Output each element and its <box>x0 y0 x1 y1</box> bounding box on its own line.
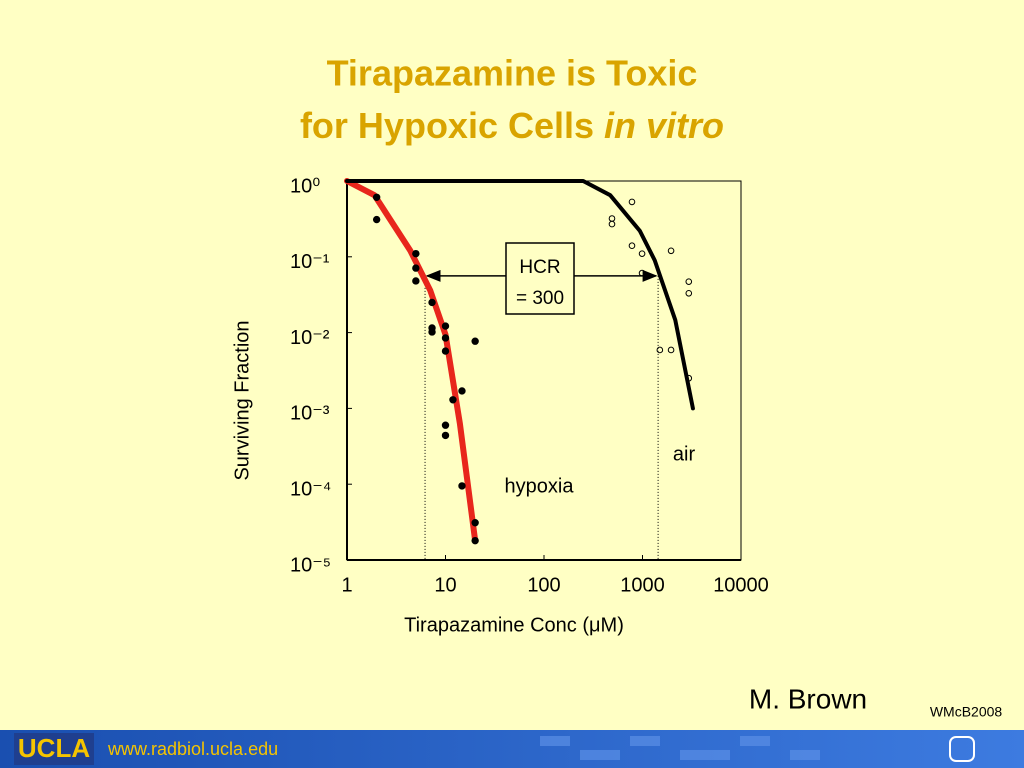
data-point <box>428 298 436 307</box>
data-point <box>412 249 420 258</box>
data-point <box>471 337 479 345</box>
x-tick-label: 1 <box>341 574 352 596</box>
data-point <box>685 289 693 297</box>
x-axis-label: Tirapazamine Conc (μM) <box>404 614 624 636</box>
y-axis-label: Surviving Fraction <box>231 320 253 480</box>
title: for Hypoxic Cells in vitro <box>300 105 724 146</box>
x-tick-label: 10000 <box>713 574 769 596</box>
data-point <box>685 374 693 382</box>
logo-box <box>14 733 94 765</box>
data-point <box>441 322 450 330</box>
fit-line <box>345 179 695 411</box>
data-point <box>471 519 479 527</box>
data-point <box>372 193 381 201</box>
logo: UCLA <box>18 733 90 763</box>
title-text: for Hypoxic Cells <box>300 105 604 146</box>
fit-line <box>344 178 479 544</box>
plot-frame <box>346 180 742 561</box>
y-tick-label: 10⁻² <box>290 327 330 349</box>
data-point <box>428 328 436 336</box>
y-tick-label: 10⁻³ <box>290 403 330 425</box>
data-point <box>667 247 675 255</box>
data-point <box>441 421 450 429</box>
series-label: air <box>673 443 696 465</box>
data-point <box>685 278 693 285</box>
data-point <box>667 346 675 354</box>
data-point <box>458 387 466 395</box>
hcr-label: HCR <box>519 257 560 278</box>
data-point <box>656 346 664 354</box>
credit: WMcB2008 <box>930 704 1003 720</box>
y-tick-label: 10⁻⁴ <box>290 478 331 500</box>
x-tick-label: 1000 <box>620 574 665 596</box>
data-point <box>638 250 646 257</box>
url[interactable]: www.radbiol.ucla.edu <box>107 739 278 759</box>
nav-icon[interactable] <box>949 736 975 762</box>
x-tick-label: 100 <box>527 574 560 596</box>
series-label: hypoxia <box>505 475 575 497</box>
data-point <box>471 536 479 545</box>
y-tick-label: 10⁻⁵ <box>290 554 331 576</box>
data-point <box>638 269 646 277</box>
data-point <box>608 215 616 222</box>
data-point <box>628 242 636 250</box>
data-point <box>628 198 636 206</box>
y-tick-label: 10⁰ <box>290 175 320 197</box>
x-tick-label: 10 <box>434 574 456 596</box>
data-point <box>458 482 466 490</box>
data-point <box>441 347 450 355</box>
data-point <box>441 334 450 342</box>
hcr-label: = 300 <box>516 288 564 309</box>
data-point <box>412 264 420 272</box>
author: M. Brown <box>749 683 867 714</box>
footer-pattern <box>540 736 820 760</box>
data-point <box>412 277 420 285</box>
data-point <box>441 431 450 440</box>
title: Tirapazamine is Toxic <box>327 53 698 94</box>
footer-bar <box>0 730 1024 768</box>
data-point <box>449 396 457 404</box>
data-point <box>372 215 381 224</box>
title-italic: in vitro <box>604 105 724 146</box>
data-point <box>608 220 616 228</box>
y-tick-label: 10⁻¹ <box>290 251 330 273</box>
hcr-box <box>505 242 575 315</box>
